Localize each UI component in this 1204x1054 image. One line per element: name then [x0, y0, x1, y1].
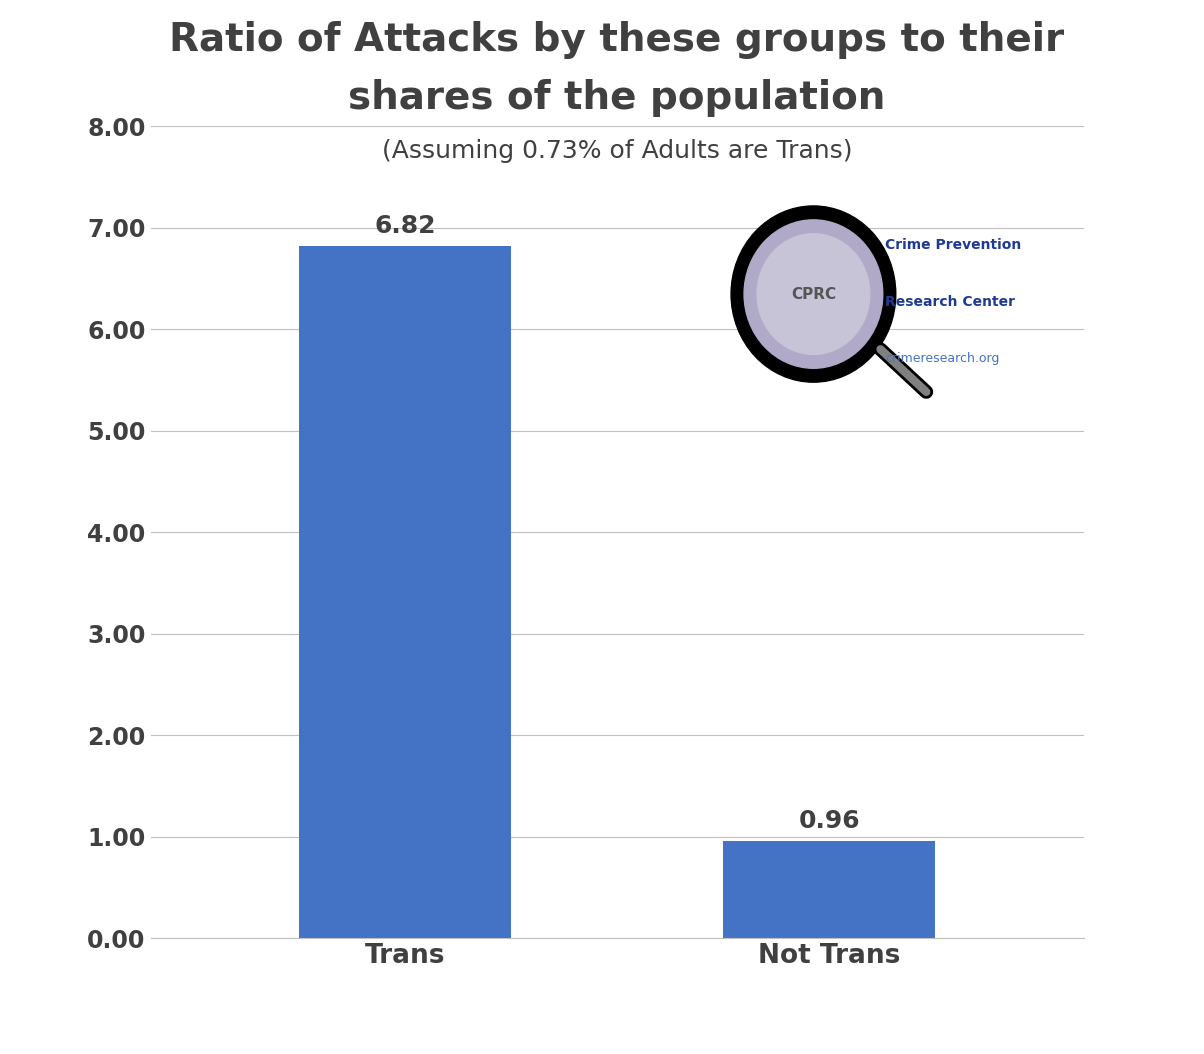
Text: 6.82: 6.82 — [374, 214, 436, 238]
Text: (Assuming 0.73% of Adults are Trans): (Assuming 0.73% of Adults are Trans) — [382, 139, 852, 162]
FancyArrowPatch shape — [880, 349, 926, 392]
Bar — [299, 247, 510, 938]
FancyArrowPatch shape — [880, 349, 926, 392]
Text: Crime Prevention: Crime Prevention — [885, 238, 1021, 252]
Text: Research Center: Research Center — [885, 295, 1015, 309]
Text: Ratio of Attacks by these groups to their: Ratio of Attacks by these groups to thei… — [170, 21, 1064, 59]
Text: 0.96: 0.96 — [798, 808, 860, 833]
Circle shape — [731, 206, 896, 383]
Text: shares of the population: shares of the population — [348, 79, 886, 117]
Bar — [724, 841, 936, 938]
Circle shape — [744, 220, 883, 368]
Text: crimeresearch.org: crimeresearch.org — [885, 352, 999, 365]
Text: CPRC: CPRC — [791, 287, 836, 301]
Circle shape — [757, 234, 869, 354]
